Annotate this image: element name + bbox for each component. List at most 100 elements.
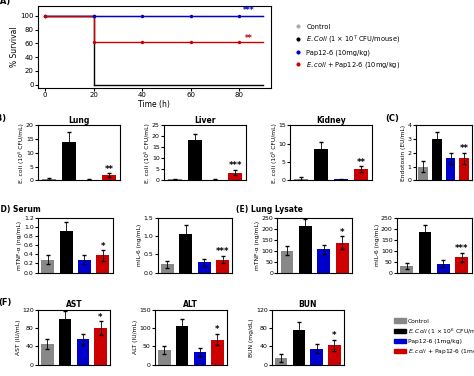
Bar <box>216 260 229 273</box>
Point <box>90 39 98 45</box>
Point <box>187 13 194 19</box>
Bar <box>314 149 328 180</box>
Legend: Control, $\it{E. Coli}$ (1 × 10$^7$ CFU/mouse), Pap12-6 (10mg/kg), $\it{E. coli}: Control, $\it{E. Coli}$ (1 × 10$^7$ CFU/… <box>288 21 403 73</box>
Text: (F): (F) <box>0 298 12 307</box>
Bar <box>432 139 442 180</box>
Bar <box>419 232 431 273</box>
Title: ALT: ALT <box>183 300 198 309</box>
Point <box>187 13 194 19</box>
Bar <box>179 234 192 273</box>
Bar <box>299 226 312 273</box>
Point <box>41 13 49 19</box>
Point <box>90 13 98 19</box>
Point <box>41 13 49 19</box>
Bar <box>437 264 450 273</box>
Bar <box>102 175 116 180</box>
Text: *: * <box>98 313 103 322</box>
Bar <box>161 264 174 273</box>
Y-axis label: mIL-6 (ng/mL): mIL-6 (ng/mL) <box>374 224 380 266</box>
Text: (E) Lung Lysate: (E) Lung Lysate <box>236 205 303 214</box>
Bar <box>456 257 468 273</box>
Bar <box>77 340 89 365</box>
Bar <box>228 173 242 180</box>
Text: **: ** <box>356 158 365 167</box>
Text: ***: *** <box>243 6 255 15</box>
Bar <box>59 319 71 365</box>
X-axis label: Time (h): Time (h) <box>138 100 170 109</box>
Bar <box>293 331 305 365</box>
Point <box>138 39 146 45</box>
Text: ***: *** <box>216 247 229 256</box>
Text: *: * <box>100 242 105 251</box>
Y-axis label: % Survival: % Survival <box>10 27 19 67</box>
Y-axis label: Endotoxin (EU/mL): Endotoxin (EU/mL) <box>401 125 406 181</box>
Text: **: ** <box>245 34 253 43</box>
Y-axis label: mTNF-α (ng/mL): mTNF-α (ng/mL) <box>18 220 22 270</box>
Text: (C): (C) <box>385 114 399 123</box>
Bar <box>400 266 413 273</box>
Bar <box>41 344 54 365</box>
Bar <box>78 260 91 273</box>
Bar <box>318 249 330 273</box>
Y-axis label: ALT (IU/mL): ALT (IU/mL) <box>133 320 137 354</box>
Text: (A): (A) <box>0 0 10 6</box>
Bar <box>176 326 188 365</box>
Title: Lung: Lung <box>68 115 90 124</box>
Text: ***: *** <box>228 161 242 170</box>
Point <box>90 13 98 19</box>
Point <box>235 39 243 45</box>
Text: **: ** <box>460 144 469 153</box>
Point <box>41 13 49 19</box>
Bar <box>60 231 73 273</box>
Y-axis label: mIL-6 (ng/mL): mIL-6 (ng/mL) <box>137 224 142 266</box>
Point <box>138 13 146 19</box>
Bar <box>82 179 96 180</box>
Bar <box>459 158 469 180</box>
Bar <box>198 262 210 273</box>
Title: BUN: BUN <box>299 300 317 309</box>
Text: *: * <box>215 326 220 334</box>
Bar <box>94 328 107 365</box>
Bar <box>42 179 56 180</box>
Bar <box>41 260 54 273</box>
Bar <box>275 358 287 365</box>
Point <box>235 13 243 19</box>
Y-axis label: E. coli (10⁵ CFU/mL): E. coli (10⁵ CFU/mL) <box>18 123 25 183</box>
Text: *: * <box>340 228 345 237</box>
Bar <box>211 340 224 365</box>
Bar <box>334 179 348 180</box>
Text: **: ** <box>105 165 114 174</box>
Point <box>90 13 98 19</box>
Bar <box>281 250 293 273</box>
Bar <box>193 352 206 365</box>
Point <box>41 13 49 19</box>
Title: Kidney: Kidney <box>316 115 346 124</box>
Bar <box>158 350 171 365</box>
Y-axis label: mTNF-α (ng/mL): mTNF-α (ng/mL) <box>255 220 260 270</box>
Point <box>187 39 194 45</box>
Bar <box>96 255 109 273</box>
Text: *: * <box>332 331 337 340</box>
Text: (D) Serum: (D) Serum <box>0 205 41 214</box>
Bar <box>354 169 368 180</box>
Y-axis label: E. coli (10⁵ CFU/mL): E. coli (10⁵ CFU/mL) <box>145 123 150 183</box>
Point <box>138 13 146 19</box>
Bar <box>419 167 428 180</box>
Y-axis label: AST (IU/mL): AST (IU/mL) <box>16 320 20 355</box>
Text: (B): (B) <box>0 114 7 123</box>
Bar <box>62 142 76 180</box>
Legend: Control, $\it{E. Coli}$ (1 × 10$^6$ CFU/mouse), Pap12-6 (1mg/kg), $\it{E. coli}$: Control, $\it{E. Coli}$ (1 × 10$^6$ CFU/… <box>392 316 474 358</box>
Title: AST: AST <box>65 300 82 309</box>
Bar <box>168 179 182 180</box>
Bar <box>310 349 323 365</box>
Title: Liver: Liver <box>194 115 216 124</box>
Text: ***: *** <box>455 244 469 253</box>
Point <box>235 13 243 19</box>
Bar <box>328 346 341 365</box>
Y-axis label: E. coli (10⁵ CFU/mL): E. coli (10⁵ CFU/mL) <box>271 123 276 183</box>
Y-axis label: BUN (mg/dL): BUN (mg/dL) <box>249 318 255 356</box>
Bar <box>336 243 348 273</box>
Bar <box>293 179 308 180</box>
Bar <box>446 158 456 180</box>
Bar <box>188 139 202 180</box>
